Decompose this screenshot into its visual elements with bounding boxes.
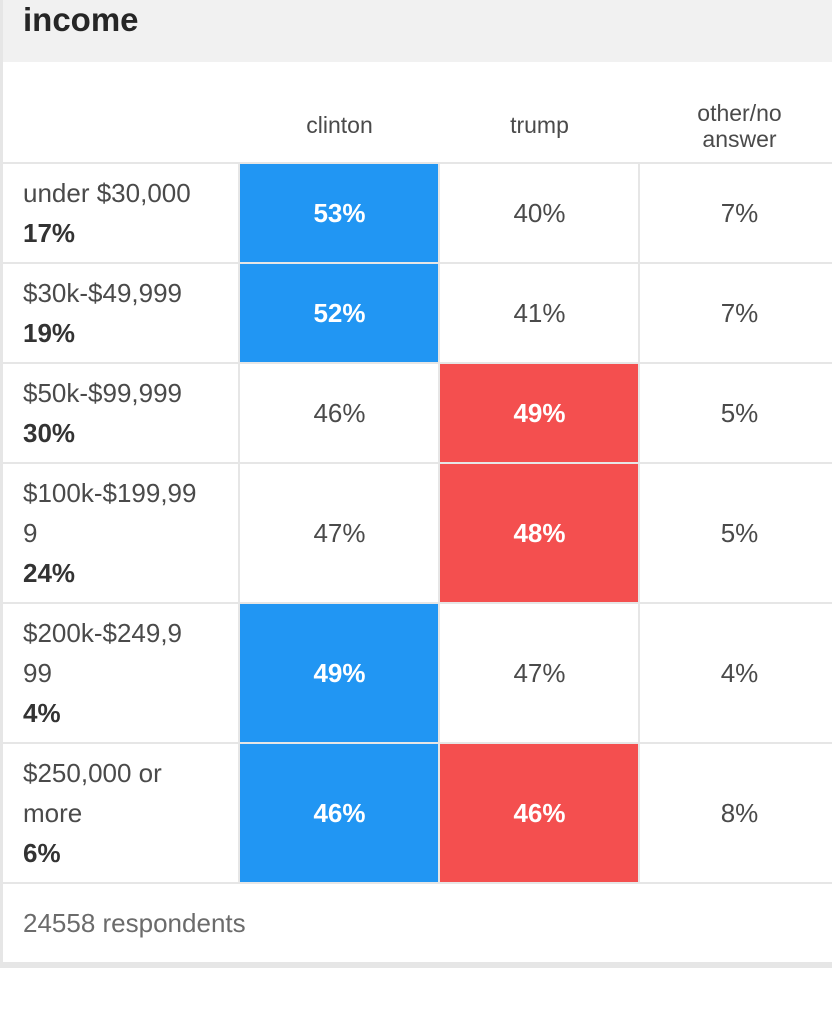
row-label-text: $250,000 or more 6% xyxy=(23,753,162,873)
trump-value: 48% xyxy=(440,464,639,602)
row-label-text: $200k-$249,9 99 4% xyxy=(23,613,182,733)
column-header-other-line1: other/no xyxy=(697,100,782,126)
income-group: $100k-$199,99 xyxy=(23,478,197,508)
trump-value: 41% xyxy=(513,297,566,328)
group-share: 4% xyxy=(23,698,61,728)
trump-value: 46% xyxy=(440,744,639,882)
group-share: 24% xyxy=(23,558,76,588)
row-divider xyxy=(3,602,832,604)
row-divider xyxy=(3,462,832,464)
row-divider xyxy=(3,162,832,164)
clinton-value: 46% xyxy=(240,744,439,882)
row-divider xyxy=(3,362,832,364)
card-header: income xyxy=(3,0,832,62)
table-row: $200k-$249,9 99 4% 49% 47% 4% xyxy=(3,604,832,742)
column-divider xyxy=(438,162,440,884)
row-label-text: $100k-$199,99 9 24% xyxy=(23,473,196,593)
clinton-value: 47% xyxy=(313,517,366,548)
column-header-clinton: clinton xyxy=(306,112,373,138)
table-row: $100k-$199,99 9 24% 47% 48% 5% xyxy=(3,464,832,602)
row-divider xyxy=(3,742,832,744)
row-label: $250,000 or more 6% xyxy=(3,744,238,882)
income-group: $200k-$249,9 xyxy=(23,618,183,648)
group-share: 30% xyxy=(23,418,76,448)
income-group: under $30,000 xyxy=(23,178,191,208)
column-header-trump: trump xyxy=(510,112,569,138)
row-label: $50k-$99,999 30% xyxy=(3,364,238,462)
clinton-value: 46% xyxy=(313,397,366,428)
clinton-value: 52% xyxy=(240,264,439,362)
column-header-other: other/no answer xyxy=(640,100,832,152)
table-row: $30k-$49,999 19% 52% 41% 7% xyxy=(3,264,832,362)
clinton-value: 53% xyxy=(240,164,439,262)
income-group: 9 xyxy=(23,518,38,548)
row-divider xyxy=(3,262,832,264)
other-value: 8% xyxy=(720,797,759,828)
row-label-text: $50k-$99,999 30% xyxy=(23,373,182,453)
income-group: $50k-$99,999 xyxy=(23,378,183,408)
income-group: 99 xyxy=(23,658,52,688)
table-row: $250,000 or more 6% 46% 46% 8% xyxy=(3,744,832,882)
other-value: 5% xyxy=(720,397,759,428)
other-value: 4% xyxy=(720,657,759,688)
respondents-count: 24558 respondents xyxy=(23,908,246,938)
row-label: $100k-$199,99 9 24% xyxy=(3,464,238,602)
table-row: under $30,000 17% 53% 40% 7% xyxy=(3,164,832,262)
row-label-text: under $30,000 17% xyxy=(23,173,191,253)
income-group: $30k-$49,999 xyxy=(23,278,183,308)
group-share: 6% xyxy=(23,838,61,868)
row-label: under $30,000 17% xyxy=(3,164,238,262)
other-value: 7% xyxy=(720,197,759,228)
income-group: more xyxy=(23,798,83,828)
column-header-other-line2: answer xyxy=(702,126,777,152)
row-label: $30k-$49,999 19% xyxy=(3,264,238,362)
trump-value: 49% xyxy=(440,364,639,462)
group-share: 17% xyxy=(23,218,76,248)
column-divider xyxy=(238,162,240,884)
income-group: $250,000 or xyxy=(23,758,162,788)
group-share: 19% xyxy=(23,318,76,348)
trump-value: 47% xyxy=(513,657,566,688)
clinton-value: 49% xyxy=(240,604,439,742)
exit-poll-card: income clinton trump other/no answer und… xyxy=(0,0,832,968)
table-row: $50k-$99,999 30% 46% 49% 5% xyxy=(3,364,832,462)
other-value: 7% xyxy=(720,297,759,328)
row-label: $200k-$249,9 99 4% xyxy=(3,604,238,742)
row-label-text: $30k-$49,999 19% xyxy=(23,273,182,353)
column-divider xyxy=(638,162,640,884)
trump-value: 40% xyxy=(513,197,566,228)
table-title: income xyxy=(23,1,139,38)
other-value: 5% xyxy=(720,517,759,548)
row-divider xyxy=(3,882,832,884)
